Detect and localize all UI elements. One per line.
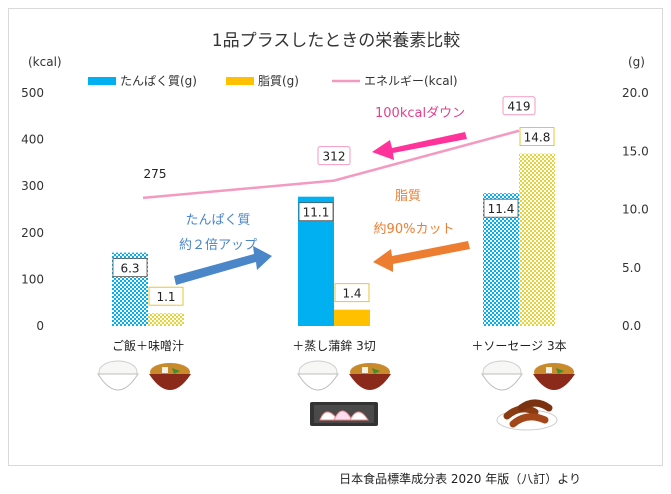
- legend-swatch-protein: [88, 77, 116, 85]
- rice-bowl-icon: [297, 360, 339, 391]
- y-left-tick-label: 400: [21, 133, 44, 147]
- miso-soup-icon: [149, 363, 191, 390]
- down-arrow: [372, 132, 467, 160]
- y-right-tick-label: 0.0: [622, 319, 641, 333]
- y-left-tick-label: 100: [21, 272, 44, 286]
- rice-bowl-icon: [97, 360, 139, 391]
- data-label-box: [148, 286, 184, 306]
- miso-soup-icon: [349, 363, 391, 390]
- legend-label-energy: エネルギー(kcal): [364, 74, 458, 88]
- data-label-energy: 312: [323, 150, 346, 164]
- y-left-tick-label: 500: [21, 86, 44, 100]
- category-label: ＋蒸し蒲鉾 3切: [292, 338, 375, 353]
- data-label-energy: 275: [144, 167, 167, 181]
- y-left-tick-label: 200: [21, 226, 44, 240]
- data-label-fat: 1.1: [156, 290, 175, 304]
- bar-fat: [334, 309, 370, 326]
- legend-label-fat: 脂質(g): [258, 73, 299, 88]
- y-right-tick-label: 10.0: [622, 203, 649, 217]
- source-note: 日本食品標準成分表 2020 年版（八訂）より: [339, 472, 581, 486]
- fat-annotation-1: 脂質: [395, 189, 421, 204]
- fat-arrow: [373, 241, 470, 272]
- y-right-tick-label: 5.0: [622, 261, 641, 275]
- chart-frame: [8, 8, 663, 466]
- annotations: 100kcalダウン たんぱく質 約２倍アップ 脂質 約90%カット: [174, 106, 470, 285]
- sausage-plate-icon: [496, 399, 558, 431]
- data-label-box: [519, 127, 555, 146]
- y-right-label: (g): [628, 55, 645, 69]
- data-label-box: [112, 258, 148, 278]
- data-label-box: [334, 283, 370, 303]
- category-label: ご飯＋味噌汁: [112, 338, 184, 353]
- rice-bowl-icon: [481, 360, 523, 391]
- y-left-tick-label: 0: [36, 319, 44, 333]
- legend-label-protein: たんぱく質(g): [120, 73, 197, 88]
- protein-arrow: [174, 246, 272, 285]
- miso-soup-icon: [533, 363, 575, 390]
- chart-title: 1品プラスしたときの栄養素比較: [212, 31, 460, 51]
- food-illustrations: [97, 360, 575, 431]
- y-right-tick-label: 15.0: [622, 144, 649, 158]
- bar-fat: [148, 313, 184, 326]
- bar-fat: [519, 153, 555, 326]
- fat-annotation-2: 約90%カット: [374, 222, 455, 237]
- y-left-label: (kcal): [28, 55, 62, 69]
- y-left-tick-label: 300: [21, 179, 44, 193]
- data-label-box: [483, 198, 519, 218]
- protein-annotation-2: 約２倍アップ: [179, 238, 257, 253]
- energy-line: [142, 129, 520, 200]
- kamaboko-plate-icon: [310, 402, 378, 426]
- data-label-protein: 11.1: [303, 206, 330, 220]
- y-right-tick-label: 20.0: [622, 86, 649, 100]
- down-annotation: 100kcalダウン: [375, 106, 465, 121]
- category-label: ＋ソーセージ 3本: [471, 339, 566, 353]
- data-label-protein: 6.3: [120, 262, 139, 276]
- data-label-box: [502, 96, 536, 116]
- protein-annotation-1: たんぱく質: [185, 213, 250, 228]
- data-label-box: [317, 146, 351, 166]
- data-label-fat: 1.4: [342, 287, 361, 301]
- data-label-energy: 419: [508, 100, 531, 114]
- data-label-box: [298, 202, 334, 222]
- legend: たんぱく質(g) 脂質(g) エネルギー(kcal): [88, 73, 458, 88]
- legend-swatch-fat: [226, 77, 254, 85]
- data-label-fat: 14.8: [524, 131, 551, 145]
- data-label-protein: 11.4: [488, 202, 515, 216]
